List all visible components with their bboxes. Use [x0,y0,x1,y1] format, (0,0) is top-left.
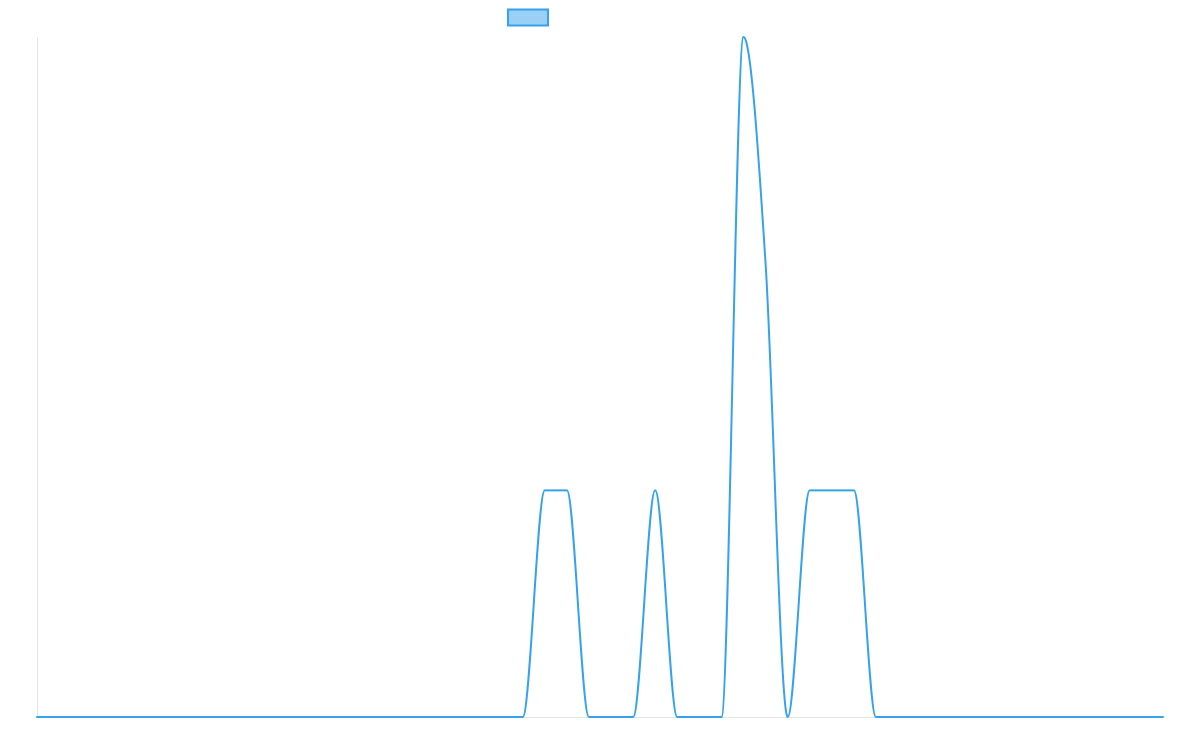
series-line [36,36,1164,719]
axes-layer [37,37,1163,718]
series-layer [36,36,1164,719]
legend-item[interactable] [507,8,549,27]
legend-swatch[interactable] [507,8,549,27]
legend[interactable] [507,8,549,27]
